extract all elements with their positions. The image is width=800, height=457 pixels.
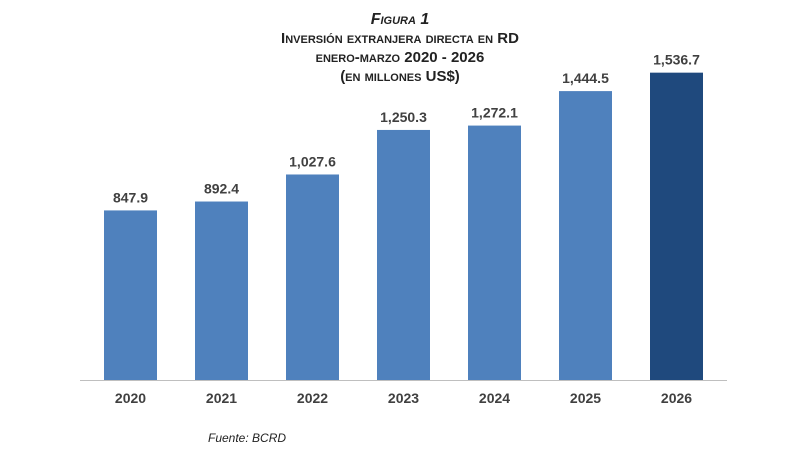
bar-2024 <box>468 125 521 380</box>
bar-2020 <box>104 210 157 380</box>
x-tick-label-2020: 2020 <box>115 390 146 406</box>
data-label-2021: 892.4 <box>204 181 239 197</box>
x-tick-label-2026: 2026 <box>661 390 692 406</box>
data-label-2022: 1,027.6 <box>289 153 336 169</box>
chart-title: Inversión extranjera directa en RD <box>281 30 519 47</box>
data-label-2026: 1,536.7 <box>653 52 700 68</box>
chart-units: (en millones US$) <box>340 68 460 85</box>
bar-2022 <box>286 174 339 380</box>
data-label-2025: 1,444.5 <box>562 70 609 86</box>
source-note: Fuente: BCRD <box>208 431 287 445</box>
x-tick-label-2023: 2023 <box>388 390 419 406</box>
x-tick-label-2021: 2021 <box>206 390 237 406</box>
x-tick-label-2022: 2022 <box>297 390 328 406</box>
data-label-2023: 1,250.3 <box>380 109 427 125</box>
x-tick-label-2024: 2024 <box>479 390 510 406</box>
chart-subtitle: enero-marzo 2020 - 2026 <box>315 49 485 66</box>
bar-2026 <box>650 72 703 380</box>
bar-2021 <box>195 201 248 380</box>
bar-2023 <box>377 129 430 380</box>
data-label-2024: 1,272.1 <box>471 105 518 121</box>
x-tick-label-2025: 2025 <box>570 390 601 406</box>
data-label-2020: 847.9 <box>113 189 148 205</box>
chart-titles: Figura 1 Inversión extranjera directa en… <box>0 10 800 86</box>
bar-2025 <box>559 91 612 380</box>
figure-label: Figura 1 <box>370 11 430 28</box>
